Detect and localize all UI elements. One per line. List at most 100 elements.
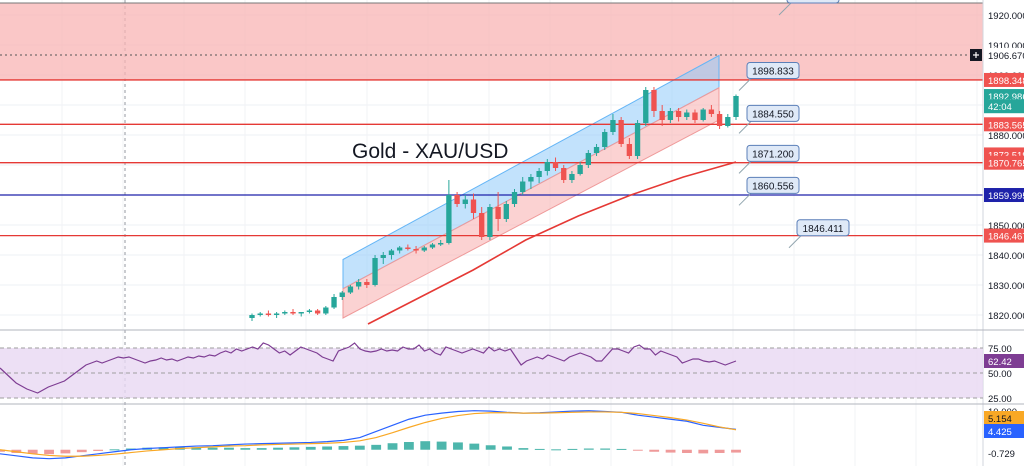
macd-histogram-bar [273,447,283,450]
macd-histogram-bar [682,449,692,453]
price-badge-label: 1883.565 [988,120,1024,131]
candle-body [446,195,452,243]
candle-body [388,250,395,255]
macd-histogram-bar [338,446,349,450]
price-callout-label: 1860.556 [752,181,794,192]
price-badge-label: 1859.995 [988,191,1024,202]
macd-histogram-bar [0,449,5,452]
price-callout [746,62,800,80]
candle-body [347,286,354,293]
candle-body [659,111,665,120]
macd-histogram-bar [665,449,676,453]
macd-histogram-bar [649,449,660,452]
candle-body [643,90,649,123]
macd-histogram-bar [240,448,251,450]
candle-body [438,243,444,245]
macd-histogram-bar [616,448,627,450]
candle-body [569,174,575,180]
price-tick-label: 1830.000 [988,281,1024,292]
candle-body [364,282,370,285]
candle-body [380,255,386,258]
macd-tick-label: -0.729 [988,449,1015,460]
price-callout-label: 1884.550 [752,109,794,120]
macd-signal-badge [984,411,1024,425]
candle-body [561,168,567,180]
macd-histogram-bar [44,449,54,455]
macd-histogram-bar [632,449,643,451]
macd-histogram-bar [518,448,529,450]
macd-histogram-bar [76,449,87,453]
macd-histogram-bar [453,442,463,450]
macd-histogram-bar [354,445,365,450]
macd-histogram-bar [109,449,120,451]
rsi-tick-label: 25.00 [988,394,1012,405]
candle-body [290,312,296,314]
channel-upper-half [342,54,720,290]
candle-body [454,195,460,204]
price-callout [746,176,800,194]
price-badge [984,47,1024,62]
price-badge-label: 1870.765 [988,159,1024,170]
macd-histogram-bar [322,446,333,450]
callout-leader [738,161,752,174]
callout-leader [738,120,752,134]
price-badge-label: 42:04 [988,102,1012,113]
macd-histogram-bar [600,448,611,450]
candle-body [692,112,698,120]
macd-histogram-bar [256,448,267,450]
price-badge-label: 1892.986 [988,92,1024,103]
candle-body [470,199,477,213]
macd-histogram-bar [387,443,398,450]
candle-body [265,313,272,315]
candle-body [306,310,313,312]
price-badge [984,188,1024,203]
candle-body [626,144,633,156]
candle-body [331,297,337,308]
candle-body [577,165,583,174]
rsi-tick-label: 75.00 [988,344,1012,355]
price-badge-label: 1846.467 [988,232,1024,243]
macd-histogram-bar [305,446,316,450]
macd-histogram-bar [93,449,104,451]
moving-average-line [367,161,737,325]
candle-body [520,181,526,192]
macd-histogram-bar [567,448,578,450]
callout-leader [788,235,802,249]
candle-body [552,162,559,168]
price-callout [786,0,840,4]
price-tick-label: 1910.000 [988,41,1024,52]
rsi-line [0,342,737,394]
candle-body [716,114,723,126]
candle-body [667,111,674,120]
candle-body [536,171,542,177]
callout-leader [778,2,792,16]
macd-line [0,410,737,460]
candle-body [355,282,362,287]
price-tick-label: 1850.000 [988,221,1024,232]
macd-histogram-bar [469,443,480,450]
macd-histogram-bar [420,441,431,450]
macd-signal-line [0,411,737,457]
callout-leader [738,192,752,206]
candle-body [405,247,411,249]
candle-body [273,313,280,315]
macd-histogram-bar [60,449,71,454]
macd-histogram-bar [534,448,545,450]
macd-histogram-bar [289,447,300,450]
candle-body [249,315,255,318]
candle-body [634,123,641,156]
candle-body [462,199,468,204]
price-badge [984,228,1024,243]
candle-body [528,177,534,182]
macd-histogram-bar [714,449,725,453]
candle-body [257,313,263,315]
candle-body [372,258,378,285]
callout-leader [738,78,752,91]
price-callout-label: 1846.411 [803,224,844,235]
candle-body [487,207,493,237]
price-badge [984,117,1024,132]
price-callout [746,104,800,122]
macd-histogram-bar [27,449,38,454]
